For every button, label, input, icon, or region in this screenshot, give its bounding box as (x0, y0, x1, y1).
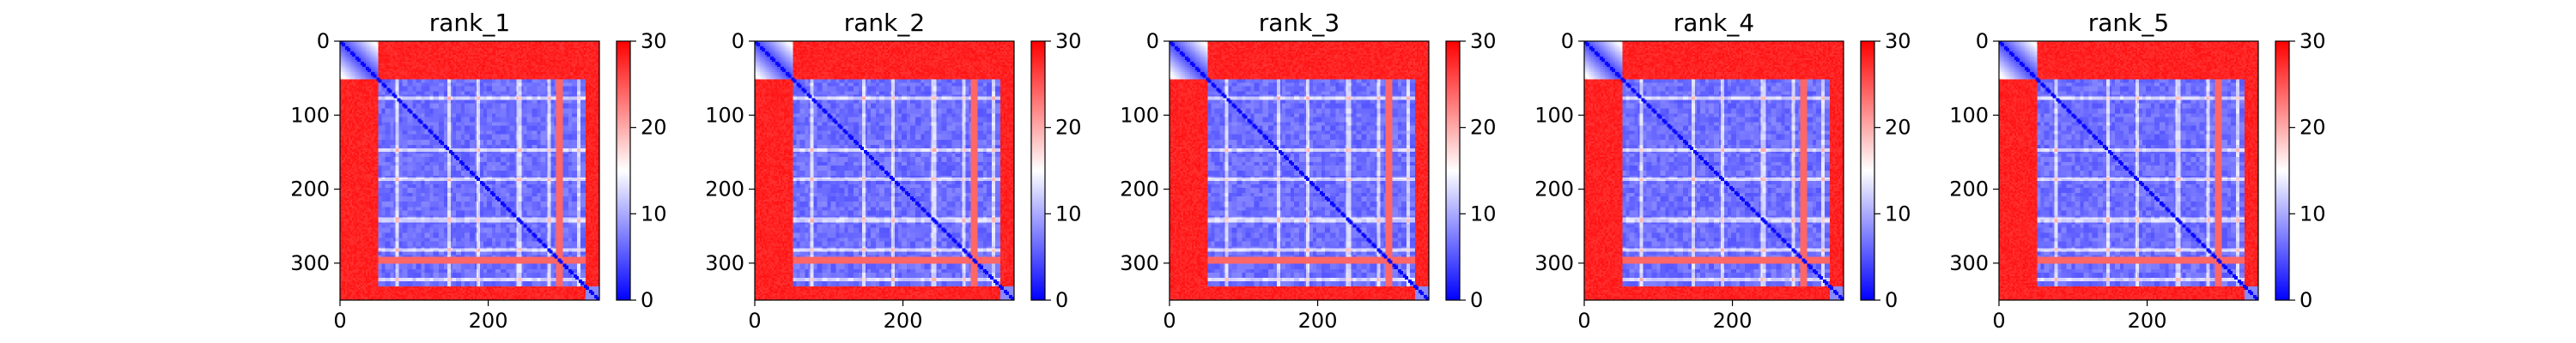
heatmap-image (755, 41, 1014, 300)
panel-3: rank_3 0 200 0 100 200 300 0 10 20 30 (1120, 9, 1496, 333)
x-tick-label: 0 (748, 309, 761, 333)
y-tick-label: 100 (705, 103, 744, 127)
colorbar (2275, 40, 2290, 301)
chart-title: rank_2 (844, 9, 925, 37)
y-tick-label: 200 (705, 178, 744, 202)
axes-frame (1998, 40, 2259, 301)
heatmap-image (1999, 41, 2258, 300)
chart-title: rank_4 (1674, 9, 1754, 37)
panel-1: rank_1 0 200 0 100 200 300 0 10 20 30 (290, 9, 666, 333)
colorbar-tick-label: 10 (2300, 202, 2326, 226)
y-tick-label: 200 (1949, 178, 1989, 202)
x-tick-label: 0 (1163, 309, 1176, 333)
y-tick-label: 100 (1949, 103, 1989, 127)
x-tick-label: 200 (1298, 309, 1338, 333)
colorbar-tick-label: 20 (1885, 116, 1911, 140)
colorbar-tick-label: 30 (1055, 29, 1082, 53)
colorbar (616, 40, 631, 301)
y-tick-label: 0 (1561, 29, 1574, 53)
y-tick-label: 200 (1120, 178, 1159, 202)
colorbar-tick-label: 30 (641, 29, 667, 53)
colorbar-tick-label: 0 (641, 288, 653, 312)
colorbar-tick-label: 30 (2300, 29, 2326, 53)
y-tick-label: 100 (290, 103, 330, 127)
y-tick-label: 200 (1534, 178, 1574, 202)
chart-title: rank_3 (1259, 9, 1340, 37)
colorbar-tick-label: 10 (1055, 202, 1082, 226)
chart-title: rank_1 (429, 9, 510, 37)
colorbar-tick-label: 10 (641, 202, 667, 226)
axes-frame (339, 40, 600, 301)
y-tick-label: 300 (705, 251, 744, 275)
y-tick-label: 300 (1534, 251, 1574, 275)
axes-frame (754, 40, 1015, 301)
y-tick-label: 300 (1949, 251, 1989, 275)
colorbar-tick-label: 20 (1470, 116, 1497, 140)
heatmap-image (1584, 41, 1844, 300)
colorbar-tick-label: 20 (1055, 116, 1082, 140)
x-tick-label: 0 (1577, 309, 1590, 333)
colorbar-tick-label: 10 (1470, 202, 1497, 226)
x-tick-label: 0 (333, 309, 346, 333)
colorbar-tick-label: 0 (2300, 288, 2312, 312)
colorbar-tick-label: 10 (1885, 202, 1911, 226)
axes-frame (1583, 40, 1844, 301)
panel-2: rank_2 0 200 0 100 200 300 0 10 20 30 (705, 9, 1081, 333)
colorbar-tick-label: 0 (1055, 288, 1068, 312)
colorbar-tick-label: 30 (1470, 29, 1497, 53)
x-tick-label: 200 (884, 309, 923, 333)
panel-5: rank_5 0 200 0 100 200 300 0 10 20 30 (1949, 9, 2325, 333)
y-tick-label: 0 (317, 29, 330, 53)
colorbar-tick-label: 0 (1885, 288, 1898, 312)
x-tick-label: 200 (1713, 309, 1753, 333)
y-tick-label: 100 (1120, 103, 1159, 127)
y-tick-label: 300 (1120, 251, 1159, 275)
axes-frame (1169, 40, 1430, 301)
heatmap-image (340, 41, 599, 300)
colorbar-tick-label: 0 (1470, 288, 1483, 312)
y-tick-label: 300 (290, 251, 330, 275)
y-tick-label: 100 (1534, 103, 1574, 127)
colorbar (1860, 40, 1875, 301)
colorbar (1030, 40, 1046, 301)
x-tick-label: 0 (1992, 309, 2005, 333)
x-tick-label: 200 (2128, 309, 2167, 333)
heatmap-image (1170, 41, 1429, 300)
y-tick-label: 0 (1976, 29, 1989, 53)
chart-title: rank_5 (2088, 9, 2169, 37)
colorbar (1445, 40, 1461, 301)
colorbar-tick-label: 30 (1885, 29, 1911, 53)
x-tick-label: 200 (469, 309, 508, 333)
y-tick-label: 0 (1146, 29, 1159, 53)
panel-4: rank_4 0 200 0 100 200 300 0 10 20 30 (1534, 9, 1911, 333)
colorbar-tick-label: 20 (2300, 116, 2326, 140)
y-tick-label: 200 (290, 178, 330, 202)
y-tick-label: 0 (732, 29, 744, 53)
colorbar-tick-label: 20 (641, 116, 667, 140)
